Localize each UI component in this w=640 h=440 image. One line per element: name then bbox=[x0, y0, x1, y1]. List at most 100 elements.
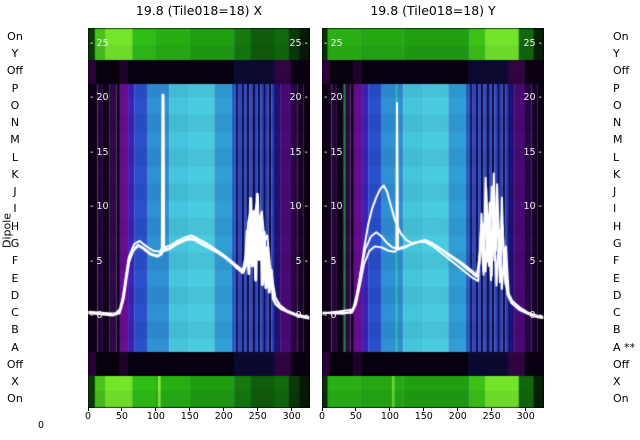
x-tick-label: 250 bbox=[248, 411, 267, 422]
dipole-row-label-left: G bbox=[10, 236, 20, 250]
dipole-row-label-left: A bbox=[11, 340, 19, 354]
y-tick-label: - 20 bbox=[324, 92, 343, 104]
dipole-row-label-left: F bbox=[11, 254, 19, 268]
x-tick-label: 300 bbox=[282, 411, 301, 422]
dipole-row-label-left: M bbox=[10, 133, 20, 147]
dipole-row-label-right: A ** bbox=[613, 340, 636, 354]
y-tick-label: 25 - bbox=[289, 38, 308, 49]
y-tick-label: 25 - bbox=[523, 38, 542, 49]
panel-title-y: 19.8 (Tile018=18) Y bbox=[370, 3, 496, 18]
y-tick-label: - 15 bbox=[90, 146, 109, 158]
panel-x: 0 50 100 150 200 250 300 - 25 25 - - 20 20 - - 15 15… bbox=[85, 28, 310, 422]
x-tick-mark bbox=[423, 408, 425, 411]
dipole-row-label-right: N bbox=[613, 116, 622, 129]
dipole-row-label-left: O bbox=[10, 98, 20, 112]
y-tick-label: 10 - bbox=[289, 201, 308, 213]
dipole-row-label-left: X bbox=[11, 375, 19, 389]
x-tick-mark bbox=[389, 408, 391, 411]
dipole-row-label-left: I bbox=[13, 202, 17, 216]
x-tick-label: 150 bbox=[180, 411, 199, 422]
dipole-row-label-right: On bbox=[613, 392, 629, 406]
dipole-row-label-right: Y bbox=[613, 46, 620, 60]
dipole-row-label-right: L bbox=[613, 150, 620, 164]
x-tick-label: 50 bbox=[115, 411, 128, 422]
dipole-row-label-right: Off bbox=[613, 357, 630, 371]
dipole-row-label-right: E bbox=[613, 271, 620, 285]
x-tick-label: 150 bbox=[414, 411, 433, 422]
dipole-row-label-right: B bbox=[613, 323, 621, 337]
y-tick-label: - 10 bbox=[324, 201, 343, 213]
x-tick-label: 50 bbox=[349, 411, 362, 422]
dipole-row-label-right: D bbox=[613, 288, 622, 302]
dipole-row-label-left: K bbox=[11, 167, 19, 181]
dipole-row-label-right: P bbox=[613, 81, 620, 95]
y-tick-label: 15 - bbox=[523, 146, 542, 158]
dipole-row-label-left: Off bbox=[6, 64, 24, 78]
y-tick-label: - 20 bbox=[90, 92, 109, 104]
y-tick-label: - 25 bbox=[324, 38, 343, 49]
y-tick-label: - 10 bbox=[90, 201, 109, 213]
y-tick-label: 15 - bbox=[289, 146, 308, 158]
dipole-row-label-left: B bbox=[11, 323, 19, 337]
y-tick-label: - 5 bbox=[324, 255, 337, 267]
dipole-row-label-left: L bbox=[11, 150, 19, 164]
corner-tick-label: 0 bbox=[37, 420, 45, 431]
dipole-row-label-left: D bbox=[10, 288, 20, 302]
y-tick-label: 0 - bbox=[529, 310, 543, 321]
dipole-row-label-right: I bbox=[613, 202, 617, 216]
dipole-row-label-left: P bbox=[11, 81, 19, 95]
y-tick-label: 20 - bbox=[289, 92, 308, 104]
dipole-row-label-right: Off bbox=[613, 64, 630, 78]
dipole-row-label-right: J bbox=[613, 185, 617, 199]
dipole-row-label-left: H bbox=[10, 219, 20, 233]
dipole-row-label-right: X bbox=[613, 375, 621, 389]
dipole-row-label-right: F bbox=[613, 254, 620, 268]
panel-y: 0 50 100 150 200 250 300 - 25 25 - - 20 20 - - 15 15… bbox=[319, 28, 544, 422]
dipole-row-label-left: J bbox=[13, 185, 17, 199]
heatmap-canvas-y bbox=[322, 28, 544, 408]
x-tick-mark bbox=[457, 408, 459, 411]
dipole-row-label-left: E bbox=[11, 271, 19, 285]
y-tick-label: 0 - bbox=[295, 310, 309, 321]
y-tick-label: 5 - bbox=[295, 255, 309, 267]
x-tick-mark bbox=[87, 408, 89, 411]
dipole-row-label-right: On bbox=[613, 29, 629, 43]
dipole-row-label-left: N bbox=[10, 116, 20, 129]
x-tick-mark bbox=[257, 408, 259, 411]
dipole-row-label-left: C bbox=[11, 306, 19, 319]
x-tick-mark bbox=[291, 408, 293, 411]
x-tick-mark bbox=[525, 408, 527, 411]
dipole-row-label-right: M bbox=[613, 133, 623, 147]
y-tick-label: - 15 bbox=[324, 146, 343, 158]
dipole-row-label-left: On bbox=[7, 392, 23, 406]
dipole-row-label-right: K bbox=[613, 167, 621, 181]
y-tick-label: 10 - bbox=[523, 201, 542, 213]
x-tick-mark bbox=[491, 408, 493, 411]
x-tick-mark bbox=[155, 408, 157, 411]
heatmap-canvas-x bbox=[88, 28, 310, 408]
dipole-row-label-right: H bbox=[613, 219, 622, 233]
dipole-row-label-right: G bbox=[613, 236, 622, 250]
x-tick-label: 300 bbox=[516, 411, 535, 422]
x-tick-mark bbox=[121, 408, 123, 411]
x-tick-label: 0 bbox=[84, 411, 92, 422]
y-tick-label: - 5 bbox=[90, 255, 103, 267]
y-tick-label: - 0 bbox=[90, 310, 103, 321]
y-tick-label: 20 - bbox=[523, 92, 542, 104]
dipole-row-label-left: On bbox=[7, 29, 23, 43]
x-tick-label: 100 bbox=[380, 411, 399, 422]
dipole-row-label-left: Y bbox=[11, 46, 19, 60]
x-tick-label: 200 bbox=[214, 411, 233, 422]
x-tick-mark bbox=[223, 408, 225, 411]
x-tick-mark bbox=[189, 408, 191, 411]
y-tick-label: 5 - bbox=[529, 255, 543, 267]
x-tick-mark bbox=[321, 408, 323, 411]
x-tick-label: 0 bbox=[318, 411, 326, 422]
panel-title-x: 19.8 (Tile018=18) X bbox=[135, 3, 263, 18]
x-tick-mark bbox=[355, 408, 357, 411]
x-tick-label: 250 bbox=[482, 411, 501, 422]
x-tick-label: 100 bbox=[146, 411, 165, 422]
dipole-row-label-right: C bbox=[613, 306, 621, 319]
y-tick-label: - 0 bbox=[324, 310, 337, 321]
